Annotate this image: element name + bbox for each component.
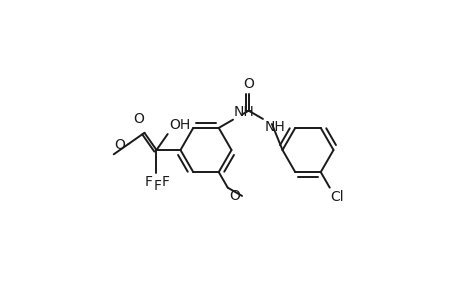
Text: Cl: Cl: [330, 190, 343, 204]
Text: F: F: [153, 179, 161, 193]
Text: NH: NH: [264, 120, 285, 134]
Text: O: O: [133, 112, 144, 126]
Text: O: O: [243, 76, 253, 91]
Text: NH: NH: [234, 105, 254, 119]
Text: F: F: [161, 176, 169, 190]
Text: O: O: [114, 139, 125, 152]
Text: OH: OH: [169, 118, 190, 132]
Text: F: F: [145, 176, 153, 190]
Text: O: O: [229, 189, 240, 203]
